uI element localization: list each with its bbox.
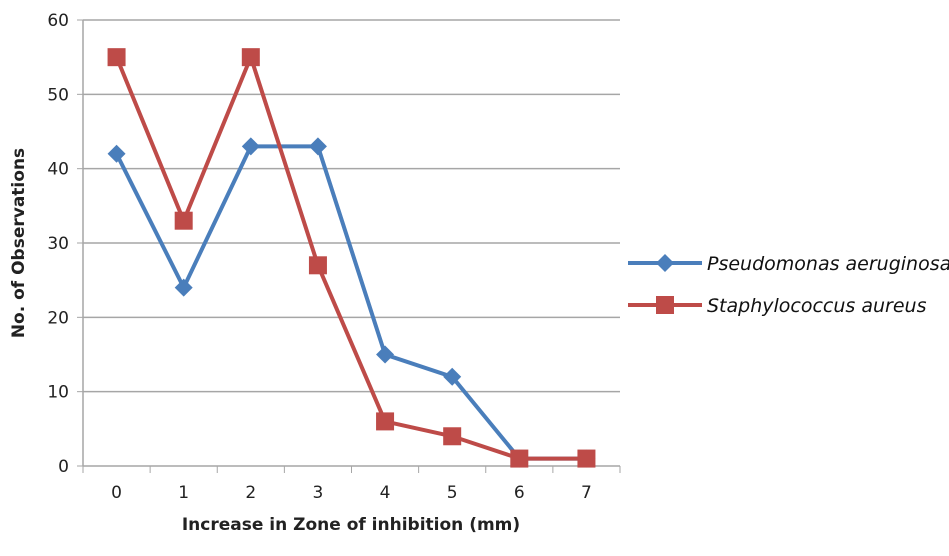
x-axis-label: Increase in Zone of inhibition (mm) bbox=[182, 515, 520, 535]
y-tick-label: 60 bbox=[47, 11, 69, 31]
x-tick-label: 1 bbox=[178, 483, 189, 503]
series-line bbox=[114, 51, 587, 461]
series-staphylococcus-aureus bbox=[107, 48, 596, 468]
y-axis-label: No. of Observations bbox=[9, 148, 29, 338]
data-point bbox=[308, 256, 327, 275]
x-tick-label: 6 bbox=[514, 483, 525, 503]
data-point bbox=[656, 296, 674, 314]
data-point bbox=[376, 345, 395, 364]
series-line bbox=[114, 144, 587, 461]
y-tick-label: 40 bbox=[47, 160, 69, 180]
y-tick-label: 0 bbox=[58, 457, 69, 477]
x-tick-label: 0 bbox=[111, 483, 122, 503]
data-point bbox=[174, 278, 193, 297]
data-point bbox=[241, 137, 260, 156]
series-pseudomonas-aeruginosa bbox=[107, 137, 596, 468]
data-point bbox=[376, 412, 395, 431]
y-tick-label: 20 bbox=[47, 308, 69, 328]
x-tick-label: 2 bbox=[245, 483, 256, 503]
legend: Pseudomonas aeruginosa Staphylococcus aur… bbox=[628, 253, 949, 317]
y-tick-label: 50 bbox=[47, 85, 69, 105]
data-point bbox=[656, 254, 674, 272]
data-point bbox=[443, 367, 462, 386]
x-tick-label: 4 bbox=[380, 483, 391, 503]
data-point bbox=[107, 144, 126, 163]
data-point bbox=[510, 449, 529, 468]
legend-label: Staphylococcus aureus bbox=[707, 295, 927, 317]
y-tick-label: 10 bbox=[47, 383, 69, 403]
data-point bbox=[443, 427, 462, 446]
data-point bbox=[107, 48, 126, 67]
data-point bbox=[577, 449, 596, 468]
x-tick-label: 5 bbox=[447, 483, 458, 503]
data-point bbox=[174, 211, 193, 230]
data-point bbox=[308, 137, 327, 156]
y-tick-label: 30 bbox=[47, 234, 69, 254]
data-point bbox=[241, 48, 260, 67]
x-tick-label: 7 bbox=[581, 483, 592, 503]
x-tick-label: 3 bbox=[313, 483, 324, 503]
legend-label: Pseudomonas aeruginosa bbox=[707, 253, 949, 275]
